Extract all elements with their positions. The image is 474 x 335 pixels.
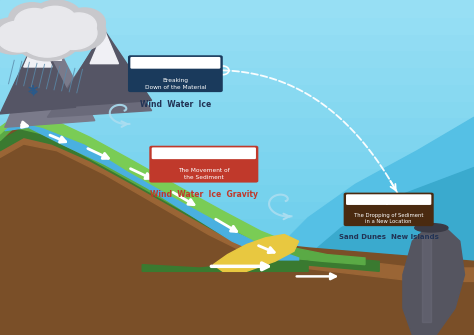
Circle shape [64,8,105,38]
Text: The Movement of: The Movement of [178,168,230,173]
Polygon shape [422,234,431,322]
Polygon shape [0,285,474,302]
Polygon shape [0,121,365,265]
Polygon shape [0,127,474,335]
Circle shape [14,13,82,61]
Polygon shape [0,218,474,234]
Polygon shape [0,50,474,67]
Polygon shape [284,168,474,335]
Text: the Sediment: the Sediment [184,175,224,180]
Polygon shape [0,67,474,84]
Polygon shape [403,228,465,335]
Text: Breaking: Breaking [163,78,188,83]
Polygon shape [90,30,118,64]
Polygon shape [213,234,299,271]
Polygon shape [0,17,474,34]
Polygon shape [0,34,76,114]
Polygon shape [0,184,474,201]
Polygon shape [142,261,308,271]
Polygon shape [0,151,474,168]
Text: Wind  Water  Ice: Wind Water Ice [140,100,211,109]
Polygon shape [85,40,114,74]
Circle shape [50,16,97,50]
Polygon shape [237,117,474,335]
Polygon shape [0,127,379,271]
FancyBboxPatch shape [149,146,258,183]
Text: in a New Location: in a New Location [365,219,412,224]
Polygon shape [0,114,294,251]
Text: Breaks It: Breaks It [149,59,201,69]
Polygon shape [0,302,474,318]
Polygon shape [5,121,299,265]
Polygon shape [33,27,62,60]
Polygon shape [0,34,474,50]
Polygon shape [0,84,474,100]
Polygon shape [0,100,474,117]
Circle shape [33,6,77,37]
Circle shape [61,13,96,38]
Polygon shape [0,117,474,134]
Polygon shape [57,30,152,107]
Text: *: * [28,84,38,103]
Text: Wind  Water  Ice  Gravity: Wind Water Ice Gravity [150,190,258,199]
FancyBboxPatch shape [344,193,434,226]
Polygon shape [0,168,474,184]
FancyBboxPatch shape [128,55,223,92]
Polygon shape [5,27,95,127]
FancyBboxPatch shape [346,194,431,205]
Text: Sand Dunes  New Islands: Sand Dunes New Islands [339,234,438,240]
Text: Down of the Material: Down of the Material [145,84,206,89]
Text: Drops It: Drops It [368,196,409,205]
Polygon shape [0,134,474,281]
FancyBboxPatch shape [152,147,256,159]
Ellipse shape [415,224,448,232]
Circle shape [15,8,54,37]
Text: Takes It: Takes It [182,149,226,159]
Circle shape [0,17,39,54]
Polygon shape [24,34,52,67]
Circle shape [9,3,55,36]
Circle shape [19,17,76,57]
Circle shape [51,12,106,51]
FancyBboxPatch shape [130,57,220,69]
Circle shape [31,0,82,37]
Polygon shape [0,0,474,17]
Polygon shape [47,40,152,117]
Polygon shape [0,251,474,268]
Polygon shape [0,318,474,335]
Circle shape [0,21,41,52]
Polygon shape [0,201,474,218]
Polygon shape [0,268,474,285]
Polygon shape [0,134,474,151]
Polygon shape [0,234,474,251]
Text: The Dropping of Sediment: The Dropping of Sediment [354,213,423,218]
Text: ✦: ✦ [28,89,38,99]
